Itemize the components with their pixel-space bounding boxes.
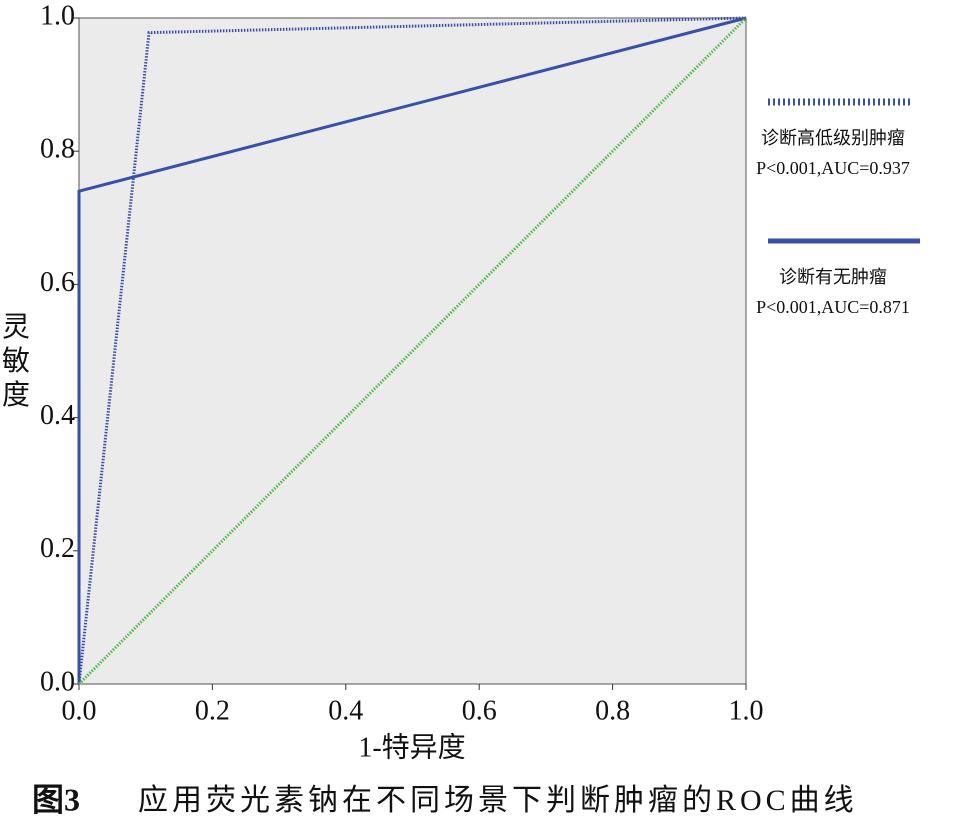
x-tick-label: 0.8 xyxy=(595,695,630,726)
y-tick-label: 0.0 xyxy=(40,666,75,697)
legend-label: 诊断有无肿瘤 xyxy=(779,267,887,287)
y-tick-label: 0.8 xyxy=(40,134,75,165)
roc-line xyxy=(77,16,747,684)
y-tick-label: 0.6 xyxy=(40,267,75,298)
caption: 应用荧光素钠在不同场景下判断肿瘤的ROC曲线 xyxy=(138,784,858,817)
legend-stat: P<0.001,AUC=0.871 xyxy=(756,297,910,317)
x-tick-label: 0.4 xyxy=(328,695,363,726)
y-tick-label: 0.4 xyxy=(40,400,75,431)
figure-label: 图3 xyxy=(32,781,80,817)
x-tick-label: 1.0 xyxy=(729,695,764,726)
legend-label: 诊断高低级别肿瘤 xyxy=(761,128,905,148)
x-axis-label: 1-特异度 xyxy=(358,731,465,763)
roc-line xyxy=(77,16,748,686)
y-axis-label: 灵敏度 xyxy=(2,312,30,411)
x-tick-label: 0.2 xyxy=(195,695,230,726)
legend-stat: P<0.001,AUC=0.937 xyxy=(756,158,910,178)
y-tick-label: 0.2 xyxy=(40,533,75,564)
x-tick-label: 0.6 xyxy=(462,695,497,726)
y-tick-label: 1.0 xyxy=(40,0,75,31)
roc-line xyxy=(77,16,747,685)
x-tick-label: 0.0 xyxy=(62,695,97,726)
